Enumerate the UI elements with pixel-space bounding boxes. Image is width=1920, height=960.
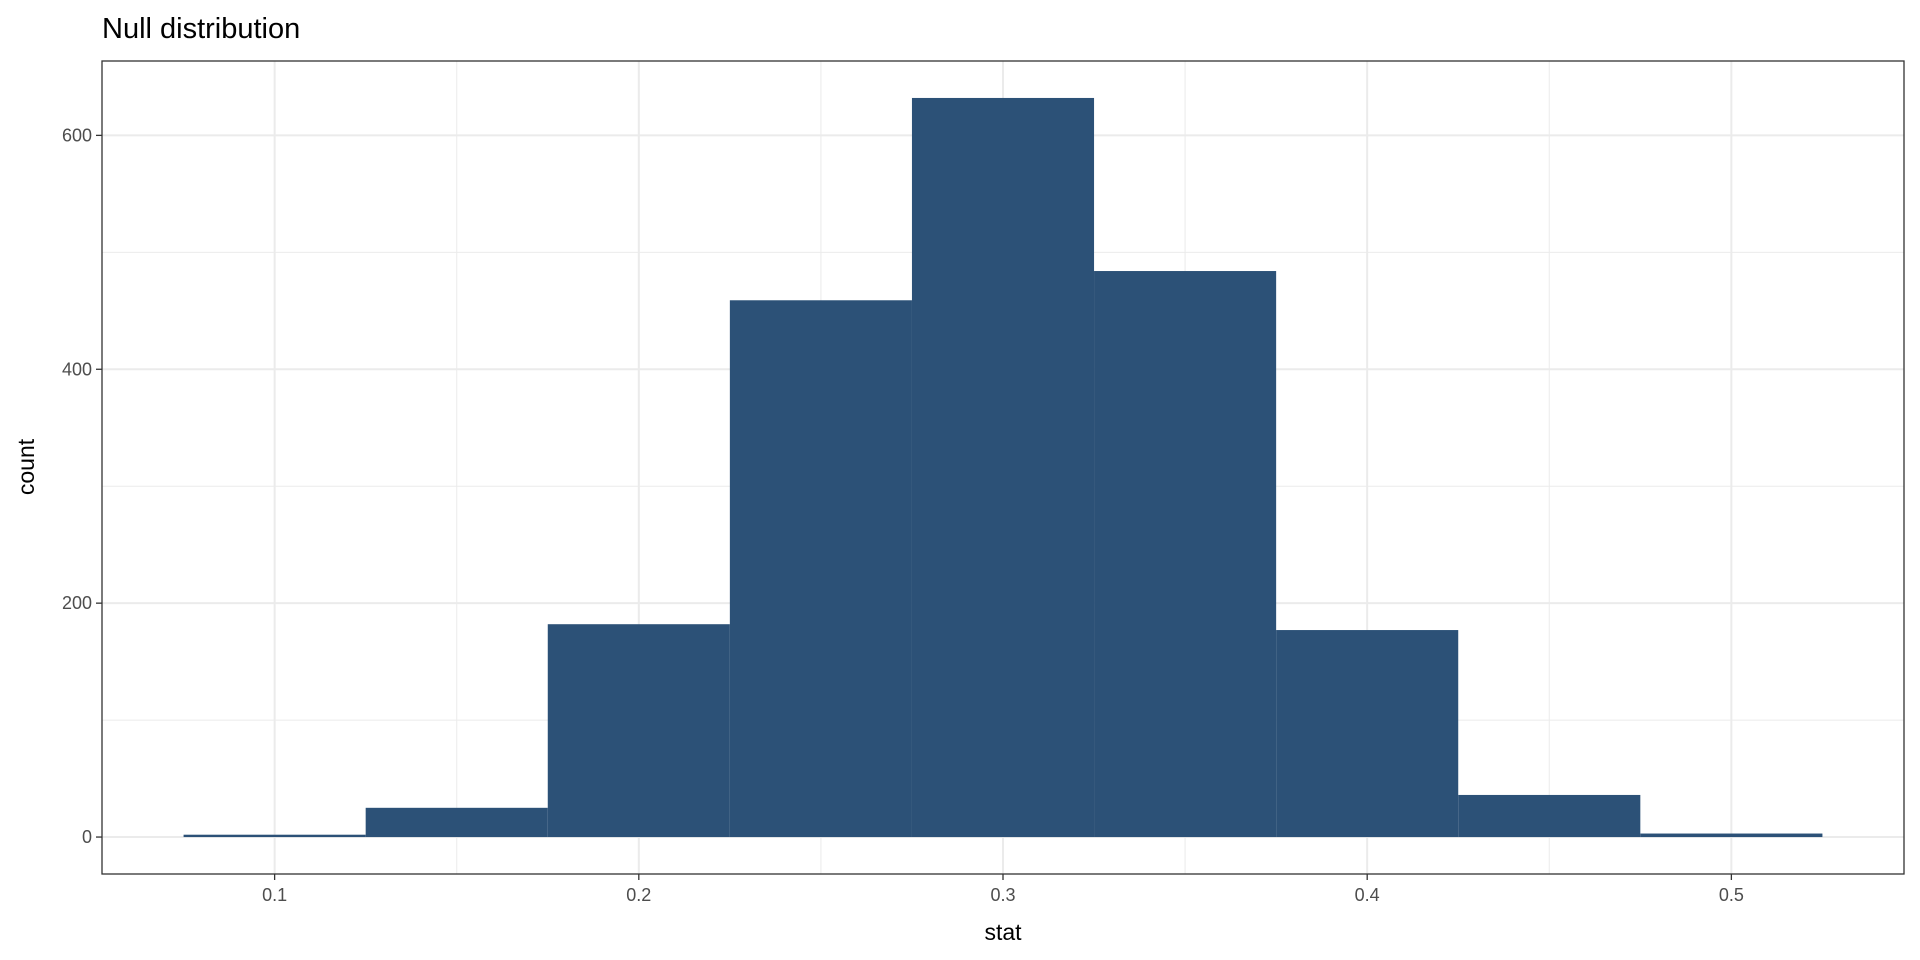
histogram-bar (729, 300, 912, 838)
histogram-bar (365, 807, 548, 838)
y-tick-label: 200 (62, 593, 92, 613)
bars (183, 97, 1823, 838)
x-tick-label: 0.1 (262, 885, 287, 905)
x-axis: 0.1 0.2 0.3 0.4 0.5 (262, 874, 1744, 905)
histogram-bar (1094, 271, 1277, 838)
histogram-bar (1276, 630, 1459, 838)
x-tick-label: 0.4 (1355, 885, 1380, 905)
x-tick-label: 0.3 (990, 885, 1015, 905)
histogram-bar (547, 624, 730, 838)
histogram-bar (183, 834, 366, 838)
histogram-bar (911, 97, 1095, 838)
y-tick-label: 400 (62, 359, 92, 379)
y-tick-label: 600 (62, 125, 92, 145)
y-tick-label: 0 (82, 827, 92, 847)
y-axis-title: count (13, 438, 39, 495)
histogram-bar (1640, 833, 1823, 838)
y-axis: 0 200 400 600 (62, 125, 102, 847)
chart-title: Null distribution (102, 13, 300, 45)
x-tick-label: 0.5 (1719, 885, 1744, 905)
histogram-bar (1458, 794, 1641, 838)
x-tick-label: 0.2 (626, 885, 651, 905)
x-axis-title: stat (984, 919, 1022, 945)
